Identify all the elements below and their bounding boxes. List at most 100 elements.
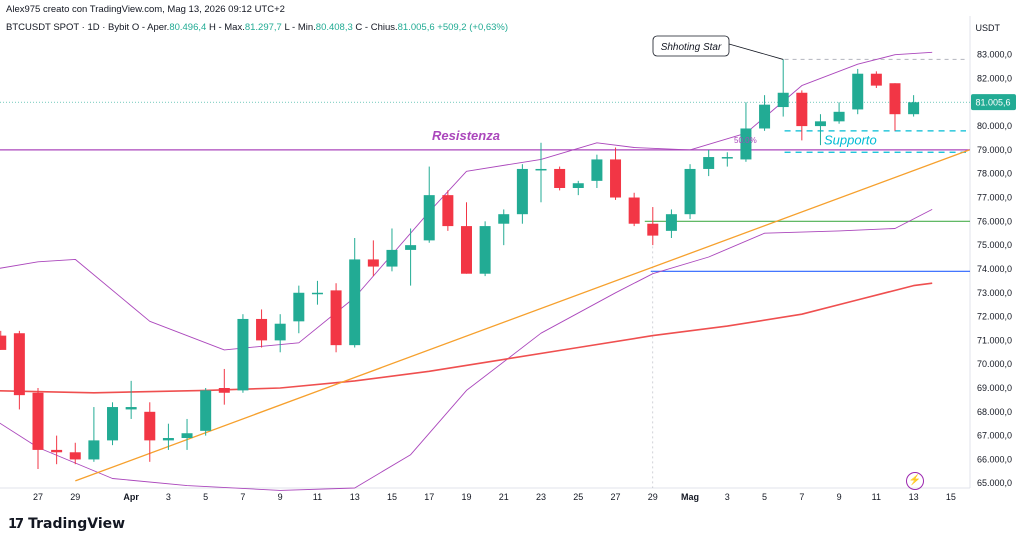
candle <box>162 423 174 450</box>
last-price-tag-bg <box>971 94 1016 111</box>
candle <box>237 314 249 393</box>
candle <box>69 442 81 465</box>
candle <box>628 192 640 227</box>
candle <box>51 435 63 465</box>
candle <box>256 309 268 348</box>
candle-body <box>200 390 212 431</box>
x-tick-label: 17 <box>424 492 434 502</box>
x-tick-label: 7 <box>240 492 245 502</box>
candle <box>740 102 752 162</box>
candle <box>330 283 342 353</box>
x-tick-label: 11 <box>872 492 881 502</box>
candle <box>852 68 864 115</box>
candle-body <box>13 333 25 396</box>
candle-body <box>703 157 715 169</box>
close-value: 81.005,6 <box>397 22 435 33</box>
y-tick-label: 80.000,0 <box>977 121 1012 131</box>
candle-body <box>665 214 677 231</box>
candle <box>665 209 677 238</box>
x-tick-label: 19 <box>461 492 471 502</box>
tradingview-logo-icon: 17 <box>8 516 24 532</box>
candle-body <box>628 197 640 224</box>
candle <box>554 166 566 191</box>
candle-body <box>721 157 733 159</box>
x-tick-label: 27 <box>611 492 621 502</box>
candle <box>181 418 193 450</box>
candle-body <box>274 323 286 341</box>
bollinger-lower-band <box>0 208 933 491</box>
x-tick-label: 5 <box>762 492 767 502</box>
x-tick-label: 25 <box>573 492 583 502</box>
candle <box>13 330 25 410</box>
candle <box>442 190 454 231</box>
candle <box>218 368 230 405</box>
candle-body <box>852 73 864 110</box>
candle-body <box>367 259 379 267</box>
candle <box>516 164 528 224</box>
candle <box>144 402 156 462</box>
close-label: C - Chius. <box>355 22 398 33</box>
candle <box>591 154 603 188</box>
y-tick-label: 72.000,0 <box>977 312 1012 322</box>
callout-text: Shhoting Star <box>661 42 722 53</box>
y-tick-label: 79.000,0 <box>977 145 1012 155</box>
candle-body <box>647 223 659 236</box>
candle-body <box>814 121 826 127</box>
candle <box>647 207 659 246</box>
candle <box>386 228 398 272</box>
x-tick-label: 27 <box>33 492 43 502</box>
candle <box>535 142 547 203</box>
callout-box <box>652 35 730 57</box>
candle-body <box>293 292 305 322</box>
x-tick-label: 21 <box>499 492 509 502</box>
fib-label: 50.0% <box>734 136 757 145</box>
candle <box>367 240 379 277</box>
lightning-icon[interactable]: ⚡ <box>906 472 924 490</box>
candle-body <box>144 411 156 441</box>
x-tick-label: 23 <box>536 492 546 502</box>
candle-body <box>740 128 752 160</box>
candle-body <box>125 407 137 410</box>
candle <box>107 402 119 446</box>
candle-body <box>479 226 491 274</box>
high-label: H - Max. <box>208 22 245 33</box>
x-axis-labels: 27 29 Apr 3 5 7 9 11 13 15 17 19 21 23 25 27 29 Mag 3 5 7 9 11… <box>33 492 956 502</box>
candle-body <box>591 159 603 181</box>
brand-name: TradingView <box>28 516 126 532</box>
x-tick-label: Apr <box>123 492 139 502</box>
candle-body <box>516 168 528 215</box>
y-tick-label: 82.000,0 <box>977 73 1012 83</box>
low-label: L - Min. <box>284 22 316 33</box>
candle <box>610 147 622 200</box>
candle <box>274 314 286 353</box>
price-unit-label: USDT <box>975 23 1001 33</box>
tradingview-logo[interactable]: 17 TradingView <box>8 516 125 532</box>
last-price-tag: 81.005,6 <box>971 94 1016 111</box>
y-tick-label: 76.000,0 <box>977 216 1012 226</box>
candle <box>833 102 845 124</box>
candle-body <box>423 195 435 241</box>
x-tick-label: 3 <box>725 492 730 502</box>
candle <box>293 285 305 334</box>
candle-body <box>162 438 174 441</box>
candle-body <box>256 318 268 341</box>
y-tick-label: 83.000,0 <box>977 50 1012 60</box>
x-tick-label: 3 <box>166 492 171 502</box>
candle-body <box>51 449 63 453</box>
candle-body <box>908 102 920 115</box>
candle-body <box>572 183 584 188</box>
candle-body <box>32 392 44 450</box>
x-tick-label: 9 <box>837 492 842 502</box>
y-tick-label: 68.000,0 <box>977 407 1012 417</box>
candle-body <box>610 159 622 198</box>
bollinger-upper-band <box>0 51 933 351</box>
candle-body <box>460 226 472 274</box>
x-tick-label: 5 <box>203 492 208 502</box>
candle <box>759 95 771 131</box>
candle-body <box>181 433 193 438</box>
support-label: Supporto <box>824 132 877 147</box>
x-tick-label: 9 <box>278 492 283 502</box>
open-label: O - Aper. <box>131 22 170 33</box>
y-tick-label: 70.000,0 <box>977 359 1012 369</box>
